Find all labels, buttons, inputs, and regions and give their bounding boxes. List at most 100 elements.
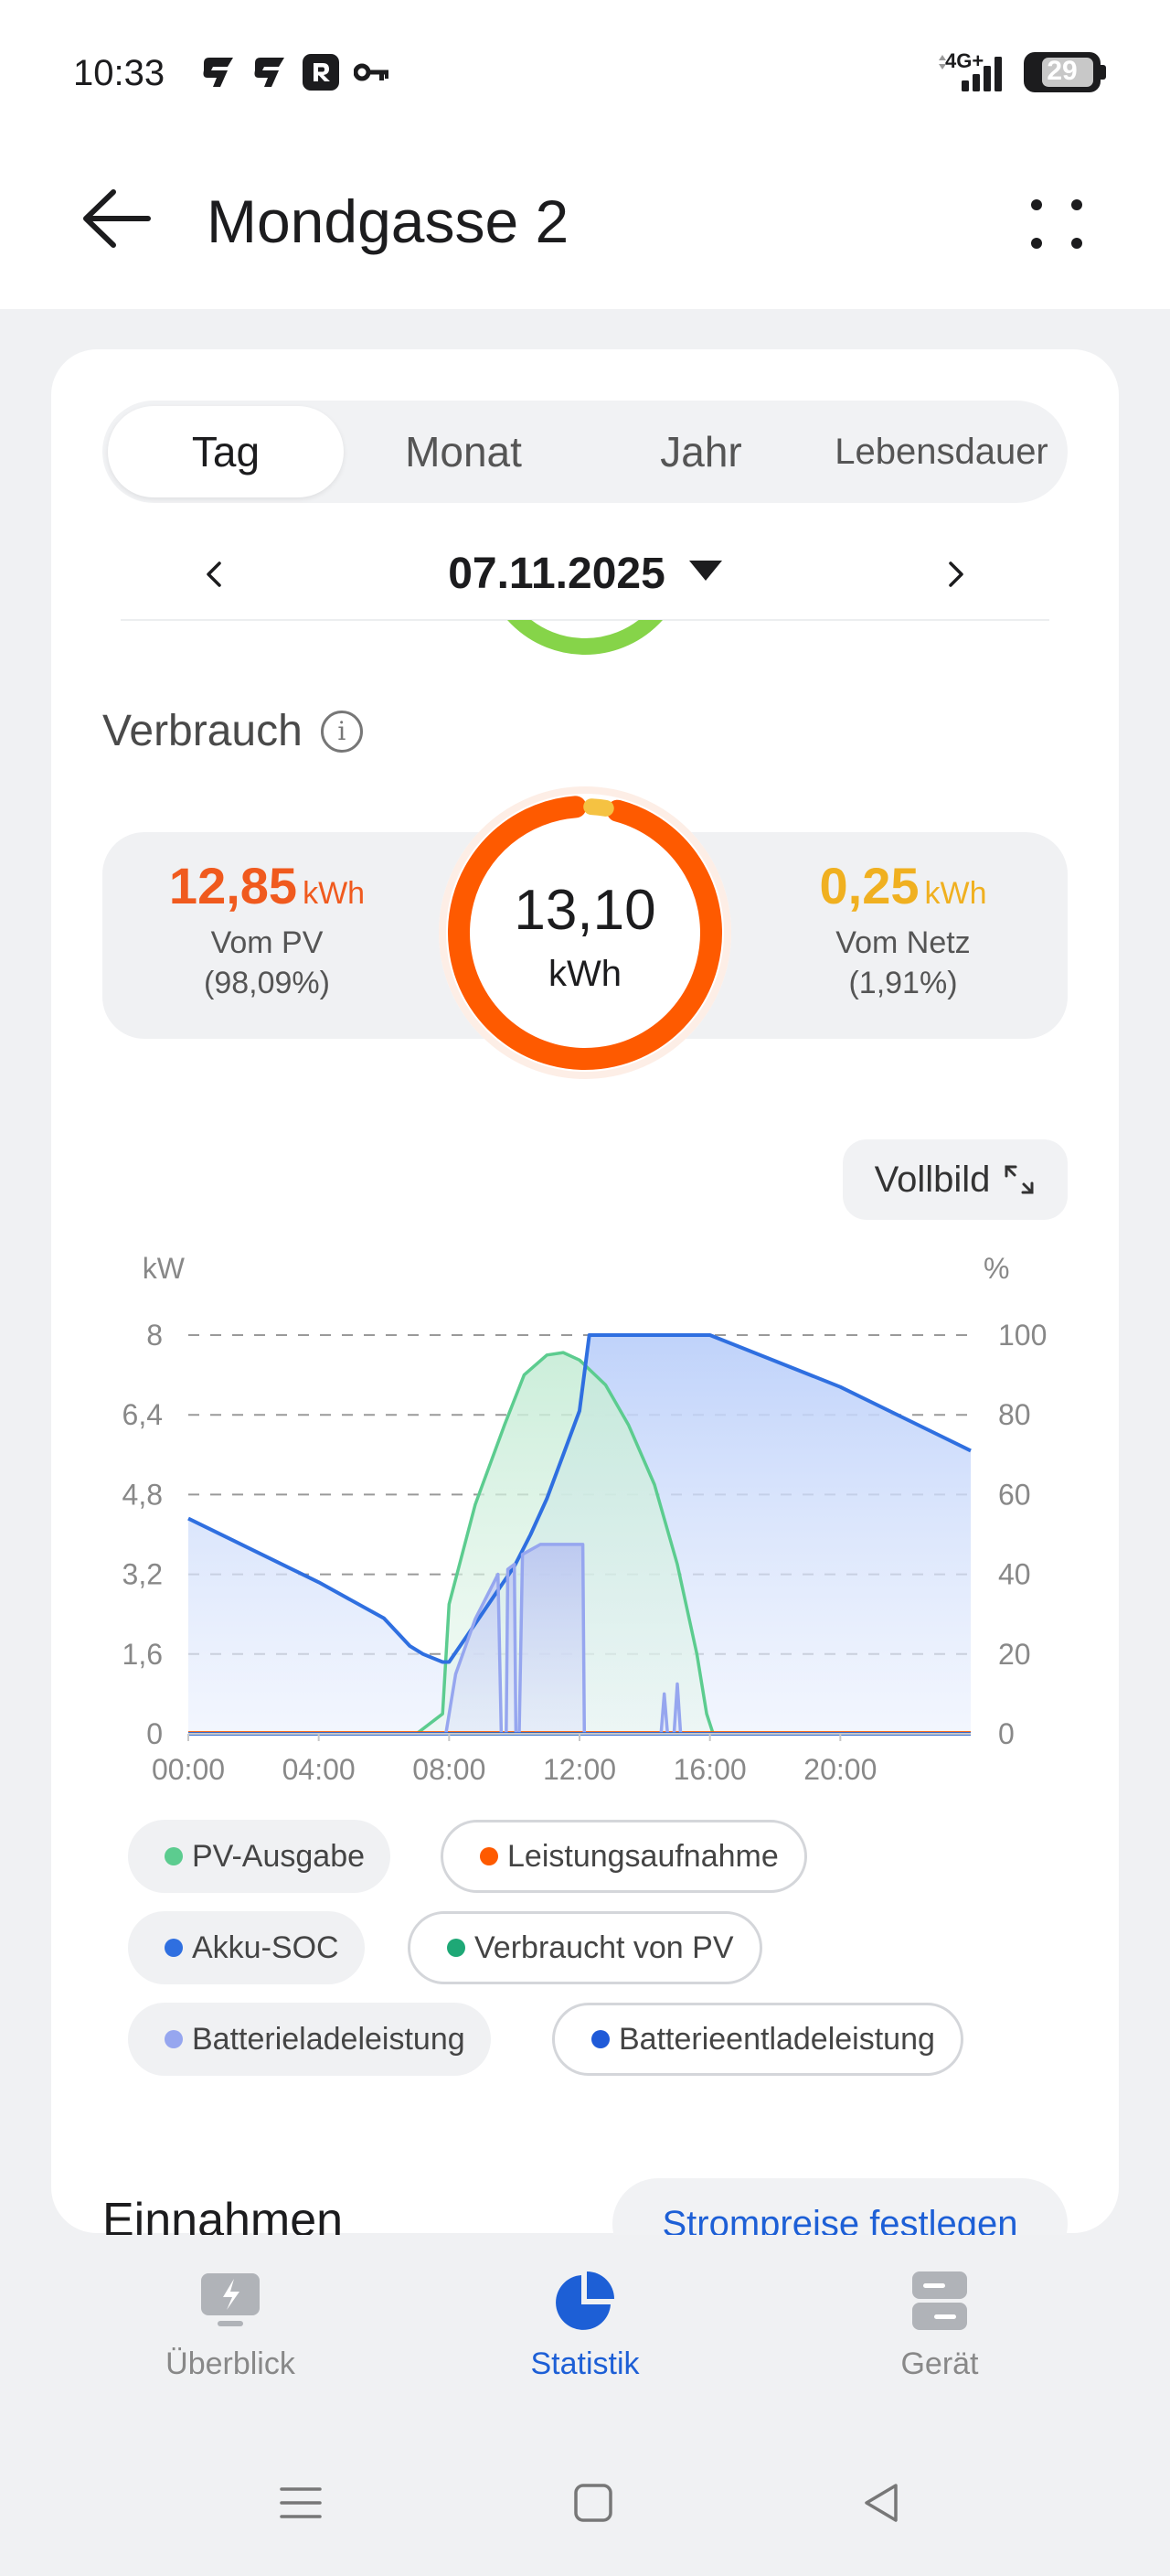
consumption-ring-gauge: 13,10 kWh — [439, 786, 731, 1079]
y-left-tick-label: 4,8 — [122, 1478, 163, 1511]
expand-icon — [1005, 1165, 1034, 1194]
will-icon — [250, 53, 289, 91]
r-app-icon — [302, 53, 340, 91]
right-axis-unit: % — [984, 1252, 1009, 1285]
series-line — [188, 1351, 971, 1736]
total-consumption-unit: kWh — [548, 954, 622, 994]
legend-power-consumption[interactable]: Leistungsaufnahme — [441, 1820, 807, 1893]
chevron-left-icon — [207, 561, 221, 587]
legend-battery-discharge[interactable]: Batterieentladeleistung — [552, 2003, 963, 2076]
legend-battery-soc[interactable]: Akku-SOC — [128, 1911, 365, 1984]
system-navigation — [0, 2418, 1170, 2576]
legend-consumed-from-pv[interactable]: Verbraucht von PV — [408, 1911, 762, 1984]
legend-label: Batterieentladeleistung — [619, 2021, 935, 2057]
back-triangle-icon[interactable] — [859, 2480, 905, 2526]
period-tabs: Tag Monat Jahr Lebensdauer — [102, 401, 1068, 503]
battery-icon: 29 — [1024, 52, 1106, 92]
arrow-left-icon — [83, 189, 151, 248]
legend-label: Batterieladeleistung — [192, 2021, 465, 2057]
menu-icon[interactable] — [278, 2480, 324, 2526]
income-section: Einnahmen Strompreise festlegen — [51, 2160, 1119, 2235]
legend-label: Akku-SOC — [192, 1929, 339, 1965]
pv-label: Vom PV — [210, 925, 324, 960]
tab-monat[interactable]: Monat — [405, 428, 522, 476]
grid-label: Vom Netz — [835, 925, 971, 960]
consumption-title: Verbrauch — [102, 707, 303, 755]
tab-tag[interactable]: Tag — [108, 406, 344, 497]
grid-percent: (1,91%) — [848, 966, 958, 1000]
y-right-tick-label: 0 — [998, 1717, 1015, 1750]
page-title: Mondgasse 2 — [207, 187, 569, 255]
pv-consumption: 12,85 kWh Vom PV (98,09%) — [102, 856, 431, 1003]
grid-consumption: 0,25 kWh Vom Netz (1,91%) — [739, 856, 1068, 1003]
x-tick-label: 12:00 — [543, 1753, 616, 1786]
status-right-icons: 4G+ 29 — [936, 49, 1106, 93]
x-tick-label: 00:00 — [152, 1753, 225, 1786]
nav-label: Überblick — [165, 2346, 295, 2381]
battery-level: 29 — [1047, 56, 1078, 86]
y-left-tick-label: 6,4 — [122, 1398, 163, 1431]
scrolled-ring-chart — [481, 620, 689, 658]
selected-date: 07.11.2025 — [448, 550, 665, 598]
tab-jahr[interactable]: Jahr — [660, 428, 742, 476]
y-left-tick-label: 1,6 — [122, 1638, 163, 1671]
grid-unit: kWh — [924, 876, 987, 911]
pie-chart-icon — [552, 2268, 618, 2334]
series-line — [187, 1333, 972, 1664]
date-navigator: 07.11.2025 — [102, 529, 1068, 620]
key-icon — [353, 53, 391, 91]
fullscreen-button[interactable]: Vollbild — [843, 1139, 1068, 1220]
y-right-tick-label: 20 — [998, 1638, 1031, 1671]
y-right-tick-label: 60 — [998, 1478, 1031, 1511]
x-tick-label: 16:00 — [674, 1753, 747, 1786]
set-electricity-prices-button[interactable]: Strompreise festlegen — [612, 2178, 1068, 2235]
nav-statistics[interactable]: Statistik — [448, 2268, 722, 2382]
status-notification-icons — [199, 53, 391, 91]
nav-overview[interactable]: Überblick — [93, 2268, 367, 2382]
more-dots-icon — [1031, 199, 1042, 210]
date-picker[interactable]: 07.11.2025 — [102, 549, 1068, 599]
ring-pv-segment — [448, 796, 722, 1070]
y-left-tick-label: 3,2 — [122, 1558, 163, 1591]
pv-value: 12,85 — [168, 857, 298, 914]
back-button[interactable] — [77, 179, 155, 258]
y-right-tick-label: 100 — [998, 1319, 1047, 1352]
x-tick-label: 04:00 — [282, 1753, 356, 1786]
y-left-tick-label: 8 — [146, 1319, 163, 1352]
charge-area — [188, 1544, 971, 1734]
legend-pv-output[interactable]: PV-Ausgabe — [128, 1820, 391, 1893]
top-bar: 10:33 4G+ 29 — [0, 0, 1170, 309]
legend-label: Verbraucht von PV — [474, 1929, 734, 1965]
nav-label: Gerät — [900, 2346, 979, 2381]
will-icon — [199, 53, 238, 91]
device-icon — [907, 2268, 973, 2334]
pv-unit: kWh — [303, 876, 366, 911]
pv-percent: (98,09%) — [204, 966, 330, 1000]
ring-grid-segment — [451, 798, 719, 1067]
more-button[interactable] — [1020, 188, 1093, 262]
overview-icon — [197, 2268, 263, 2334]
status-time: 10:33 — [73, 53, 165, 93]
signal-icon: 4G+ — [936, 49, 1007, 93]
income-title: Einnahmen — [102, 2194, 344, 2235]
legend-label: Leistungsaufnahme — [507, 1838, 779, 1874]
y-right-tick-label: 80 — [998, 1398, 1031, 1431]
home-icon[interactable] — [570, 2480, 616, 2526]
network-type: 4G+ — [945, 49, 984, 72]
info-icon[interactable]: i — [320, 710, 363, 753]
next-date-button[interactable] — [927, 545, 985, 604]
fullscreen-label: Vollbild — [874, 1159, 991, 1200]
total-consumption-value: 13,10 — [514, 879, 656, 942]
legend-battery-charge[interactable]: Batterieladeleistung — [128, 2003, 491, 2076]
nav-device[interactable]: Gerät — [803, 2268, 1077, 2382]
legend-label: PV-Ausgabe — [192, 1838, 366, 1874]
grid-value: 0,25 — [819, 857, 920, 914]
previous-date-button[interactable] — [185, 545, 243, 604]
x-tick-label: 08:00 — [412, 1753, 485, 1786]
nav-label: Statistik — [530, 2346, 640, 2381]
chevron-right-icon — [949, 561, 963, 587]
tab-lebensdauer[interactable]: Lebensdauer — [835, 431, 1048, 472]
y-left-tick-label: 0 — [146, 1717, 163, 1750]
consumption-section-title: Verbrauch i — [102, 706, 363, 756]
